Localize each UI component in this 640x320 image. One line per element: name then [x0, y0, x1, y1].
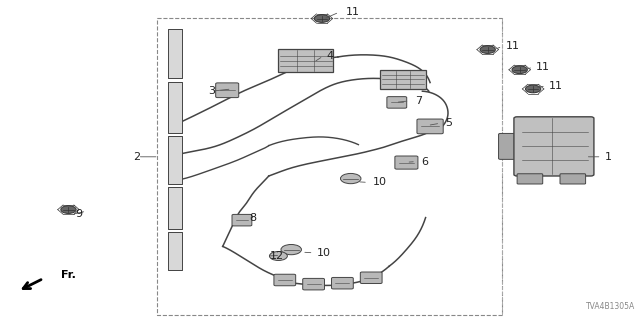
Text: 11: 11: [346, 7, 360, 17]
Bar: [168, 232, 182, 270]
FancyBboxPatch shape: [395, 156, 418, 169]
Bar: [168, 29, 182, 78]
FancyBboxPatch shape: [278, 49, 333, 72]
Text: 1: 1: [605, 152, 612, 162]
Text: 5: 5: [445, 118, 452, 128]
FancyBboxPatch shape: [387, 97, 407, 108]
Circle shape: [512, 66, 527, 74]
Circle shape: [281, 244, 301, 255]
Text: 3: 3: [208, 86, 215, 96]
Text: 6: 6: [421, 156, 428, 167]
Text: 4: 4: [326, 51, 333, 61]
Text: Fr.: Fr.: [61, 269, 76, 280]
Circle shape: [525, 85, 541, 93]
Text: 8: 8: [250, 212, 257, 223]
FancyBboxPatch shape: [232, 214, 252, 226]
Text: 9: 9: [75, 209, 82, 220]
Text: TVA4B1305A: TVA4B1305A: [586, 302, 635, 311]
Text: 10: 10: [373, 177, 387, 188]
FancyBboxPatch shape: [514, 117, 594, 176]
FancyBboxPatch shape: [332, 277, 353, 289]
FancyBboxPatch shape: [517, 174, 543, 184]
Bar: [168, 82, 182, 133]
Text: 11: 11: [506, 41, 520, 52]
Bar: [168, 136, 182, 184]
FancyBboxPatch shape: [303, 278, 324, 290]
Circle shape: [269, 252, 287, 260]
FancyBboxPatch shape: [417, 119, 444, 134]
FancyBboxPatch shape: [360, 272, 382, 284]
Text: 7: 7: [415, 96, 422, 106]
Bar: [157, 18, 502, 315]
Circle shape: [314, 15, 330, 22]
FancyBboxPatch shape: [274, 274, 296, 286]
FancyBboxPatch shape: [560, 174, 586, 184]
Text: 12: 12: [270, 251, 284, 261]
Text: 2: 2: [133, 152, 140, 162]
FancyBboxPatch shape: [499, 133, 522, 159]
FancyBboxPatch shape: [216, 83, 239, 98]
Text: 11: 11: [549, 81, 563, 91]
Text: 11: 11: [536, 62, 550, 72]
Circle shape: [480, 46, 495, 53]
Circle shape: [61, 206, 76, 213]
Text: 10: 10: [317, 248, 331, 258]
Circle shape: [340, 173, 361, 184]
FancyBboxPatch shape: [380, 69, 426, 89]
Bar: [168, 187, 182, 229]
